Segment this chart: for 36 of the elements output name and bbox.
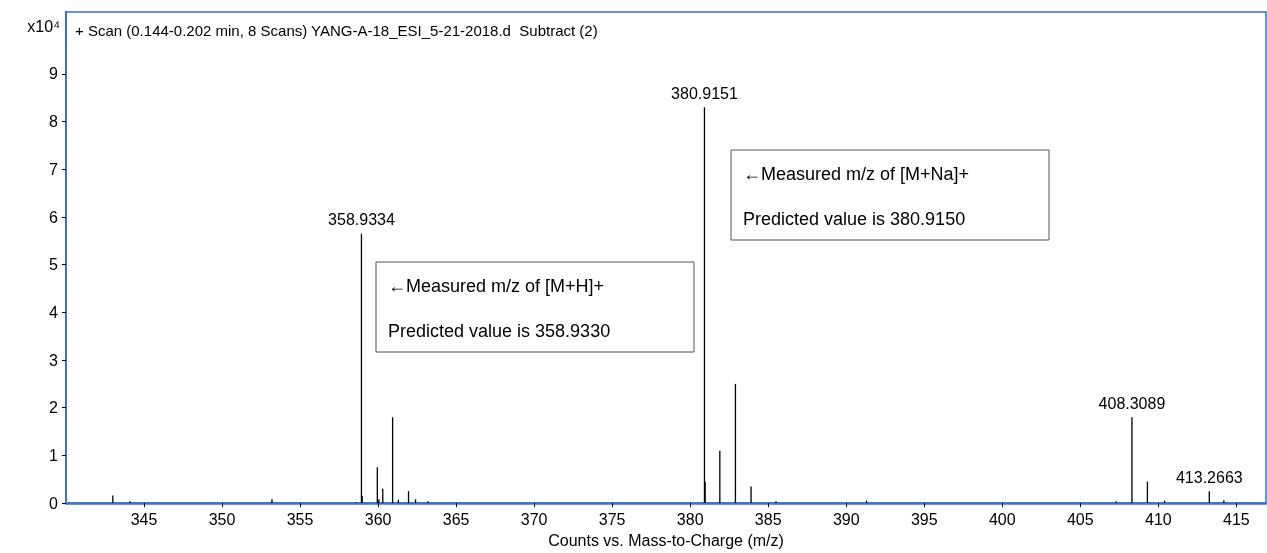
annotation: 408.3089 [1098,394,1166,412]
y-tick-label: 2 [49,399,59,417]
x-tick-label: 360 [364,510,392,528]
y-tick-label: 8 [49,113,59,131]
x-tick-label: 350 [208,510,236,528]
x-tick-label: 375 [598,510,626,528]
annotation: ←Measured m/z of [M+H]+ [388,276,605,296]
text: + Scan (0.144-0.202 min, 8 Scans) YANG-A-18_ESI_5-21-2018.d Subtract (2) [75,22,598,39]
y-tick-label: 9 [49,65,59,83]
y-tick-label: 3 [49,351,59,369]
x-tick-label: 405 [1066,510,1094,528]
y-tick-label: 1 [49,446,59,464]
annotation: Predicted value is 358.9330 [388,321,611,341]
x-tick-label: 410 [1144,510,1172,528]
x-tick-label: 395 [910,510,938,528]
x-axis-title: Counts vs. Mass-to-Charge (m/z) [548,531,784,549]
x-tick-label: 345 [130,510,158,528]
x-tick-label: 415 [1223,510,1250,528]
x-tick-label: 355 [286,510,314,528]
y-tick-label: 4 [49,303,59,321]
x-tick-label: 385 [754,510,782,528]
annotation: 358.9334 [328,211,395,229]
y-axis-title: x10⁴ [27,17,61,35]
y-tick-label: 6 [49,208,59,226]
annotation: 380.9151 [671,84,738,102]
y-tick-label: 5 [49,256,59,274]
x-tick-label: 380 [676,510,704,528]
x-tick-label: 365 [442,510,470,528]
y-tick-label: 0 [49,494,59,512]
x-tick-label: 390 [832,510,860,528]
annotation: 413.2663 [1175,468,1243,486]
annotation: Predicted value is 380.9150 [743,209,966,229]
x-tick-label: 370 [520,510,548,528]
annotation: ←Measured m/z of [M+Na]+ [743,164,970,184]
x-tick-label: 400 [988,510,1016,528]
y-tick-label: 7 [49,160,59,178]
